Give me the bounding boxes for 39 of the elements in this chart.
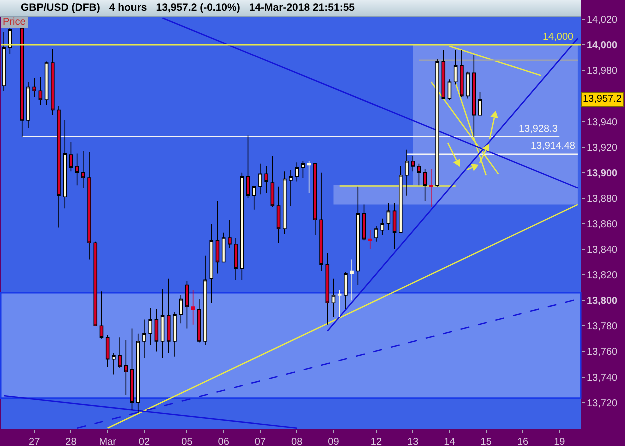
y-tick-label: 13,820 [587, 270, 618, 282]
x-tick-label: 09 [328, 437, 340, 446]
y-tick-label: 13,740 [587, 372, 618, 384]
y-tick-label: 13,980 [587, 66, 618, 78]
x-tick-label: 28 [66, 437, 78, 446]
y-tick-label: 14,000 [587, 40, 618, 52]
text: 13,957.2 (-0.10%) [156, 2, 240, 14]
x-tick-label: 06 [218, 437, 230, 446]
x-tick-label: 13 [408, 437, 420, 446]
y-tick-label: 13,760 [587, 347, 618, 358]
y-tick-label: 14,020 [587, 15, 618, 26]
ref-line-label: 14,000 [543, 32, 574, 43]
x-tick-label: 15 [480, 437, 492, 446]
y-tick-label: 13,860 [587, 219, 618, 230]
series-label: 13,914.48 [531, 141, 576, 152]
x-tick-label: 08 [292, 437, 304, 446]
y-tick-label: 13,780 [587, 322, 618, 333]
y-tick-label: 13,800 [587, 296, 618, 308]
x-tick-label: 12 [370, 437, 382, 446]
text: 14-Mar-2018 21:51:55 [249, 2, 355, 14]
x-tick-label: 16 [517, 437, 529, 446]
series-label: 13,928.3 [519, 124, 558, 135]
y-tick-label: 13,840 [587, 245, 618, 256]
x-tick-label: 19 [554, 437, 566, 446]
y-tick-label: 13,920 [587, 142, 618, 154]
chart-title: GBP/USD (DFB) [21, 2, 100, 14]
x-tick-label: 02 [138, 437, 150, 446]
y-tick-label: 13,940 [587, 117, 618, 128]
y-tick-label: 13,720 [587, 398, 618, 410]
x-tick-label: Mar [99, 437, 118, 446]
y-tick-label: 13,900 [587, 168, 618, 180]
x-tick-label: 27 [29, 437, 41, 446]
annotation: 13,957.2 [583, 94, 622, 105]
y-tick-label: 13,880 [587, 194, 618, 205]
x-tick-label: 14 [444, 437, 456, 446]
x-tick-label: 05 [182, 437, 194, 446]
y-axis-title: Price [1, 17, 28, 28]
x-tick-label: 07 [254, 437, 266, 446]
chart-subtitle: 4 hours [109, 2, 148, 14]
